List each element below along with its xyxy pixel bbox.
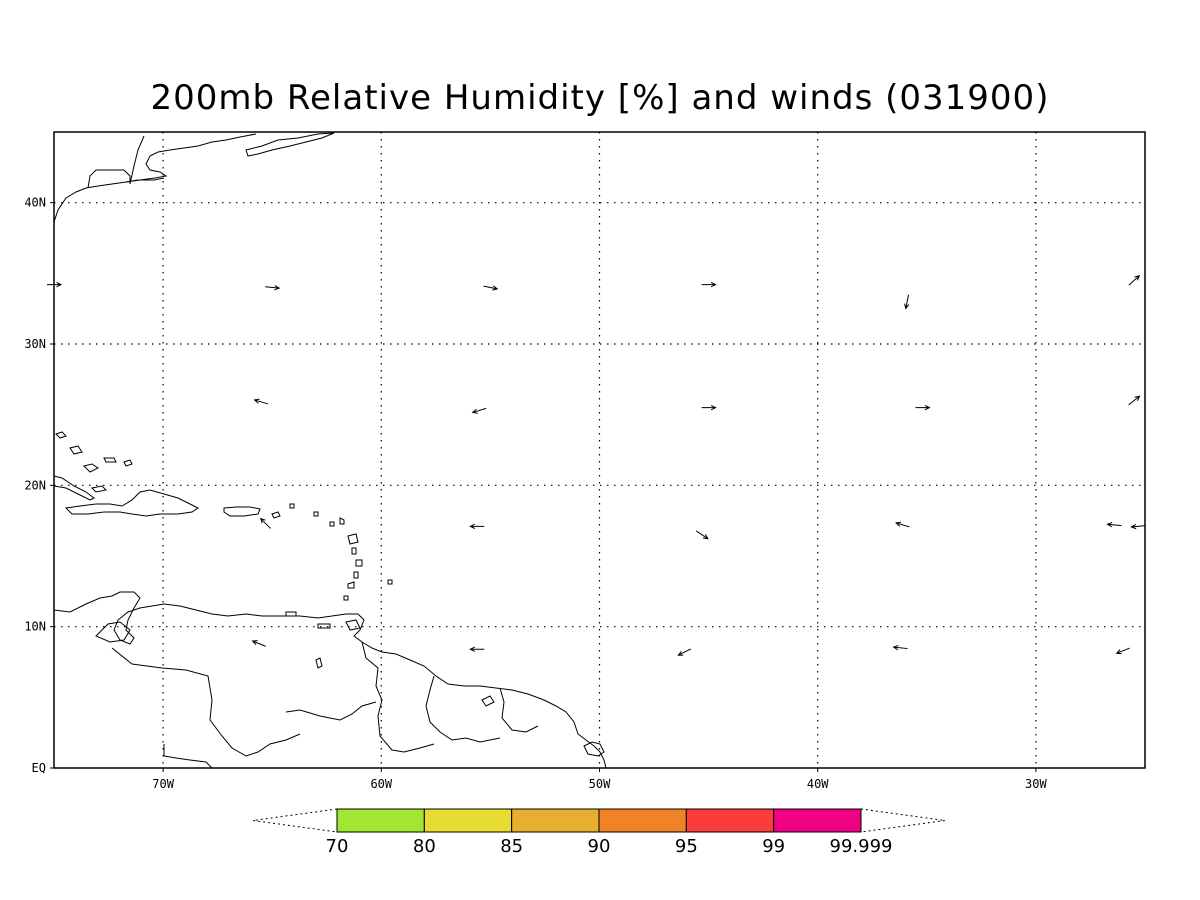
- colorbar-swatch: [423, 808, 513, 833]
- border-venezuela-colombia: [111, 647, 301, 757]
- wind-arrow: [469, 523, 485, 529]
- coastline-lesser-antilles: [271, 503, 393, 617]
- coastline-bahamas-4: [103, 457, 117, 463]
- map-title: 200mb Relative Humidity [%] and winds (0…: [150, 78, 1050, 118]
- wind-arrow: [892, 644, 908, 651]
- coastline-lake-2: [315, 657, 323, 669]
- colorbar-label: 70: [326, 836, 349, 857]
- wind-arrow: [483, 285, 499, 291]
- lat-tick-label: 30N: [24, 337, 46, 351]
- wind-arrow: [1130, 523, 1146, 530]
- map-frame: [53, 131, 1146, 769]
- colorbar-swatch: [773, 808, 862, 833]
- border-venezuela-brazil: [285, 701, 377, 721]
- lat-tick-label: EQ: [32, 761, 46, 775]
- state-border-ny: [87, 169, 131, 189]
- wind-arrow: [695, 530, 709, 540]
- colorbar-swatch: [685, 808, 775, 833]
- wind-arrow: [253, 398, 269, 405]
- coastline-bahamas-2: [69, 445, 83, 455]
- wind-arrow: [1128, 395, 1141, 406]
- coastline-jamaica: [90, 485, 108, 493]
- wind-arrow: [1128, 274, 1141, 286]
- lon-tick-label: 60W: [370, 777, 392, 791]
- wind-arrow: [915, 404, 931, 411]
- coastline-lake: [481, 695, 495, 707]
- lon-tick-label: 70W: [152, 777, 174, 791]
- graticule: [54, 132, 1145, 768]
- coastline-trinidad: [345, 619, 361, 631]
- colorbar-label: 85: [500, 836, 523, 857]
- colorbar-label: 90: [588, 836, 611, 857]
- wind-arrow: [1106, 522, 1122, 528]
- coastline-maracaibo: [95, 621, 131, 643]
- axis-labels: 40N 30N 20N 10N EQ 70W 60W 50W 40W 30W: [24, 196, 1047, 791]
- coastline-nova-scotia: [245, 132, 335, 157]
- colorbar-label: 99: [762, 836, 785, 857]
- colorbar-label: 99.999: [830, 836, 893, 857]
- coastline-north-america: [54, 133, 257, 223]
- lon-tick-label: 40W: [807, 777, 829, 791]
- coastline-marajo: [583, 741, 605, 757]
- wind-arrow: [251, 640, 266, 647]
- colorbar-swatch: [598, 808, 687, 833]
- wind-vectors: [47, 274, 1146, 656]
- colorbar-low-extension: [252, 808, 338, 833]
- lon-tick-label: 50W: [589, 777, 611, 791]
- border-venezuela-guyana: [361, 641, 435, 753]
- coastline-maine: [129, 135, 145, 185]
- wind-arrow: [1115, 647, 1130, 655]
- coastline-turks: [123, 459, 133, 467]
- coastline-cuba: [54, 475, 95, 501]
- lon-tick-label: 30W: [1025, 777, 1047, 791]
- wind-arrow: [677, 648, 692, 656]
- wind-arrow: [701, 404, 717, 411]
- border-brazil-colombia: [163, 744, 213, 768]
- colorbar-swatch: [336, 808, 425, 833]
- coastline-cape-cod: [125, 177, 165, 183]
- colorbar-label: 95: [675, 836, 698, 857]
- coastlines: [54, 132, 607, 768]
- border-guyana-suriname: [425, 675, 501, 743]
- coastline-bahamas-3: [83, 463, 99, 473]
- coastline-hispaniola: [64, 489, 199, 517]
- coastline-puerto-rico: [223, 506, 261, 517]
- colorbar-label: 80: [413, 836, 436, 857]
- lat-tick-label: 10N: [24, 620, 46, 634]
- colorbar-high-extension: [860, 808, 946, 833]
- wind-arrow: [701, 282, 717, 288]
- colorbar: 70 80 85 90 95 99 99.999: [252, 808, 946, 857]
- wind-arrow: [469, 646, 485, 652]
- colorbar-swatch: [511, 808, 600, 833]
- wind-arrow: [471, 407, 487, 414]
- coastline-south-america: [54, 591, 607, 768]
- wind-arrow: [265, 285, 281, 291]
- wind-arrow: [259, 517, 271, 529]
- wind-arrow: [904, 294, 910, 310]
- lat-tick-label: 40N: [24, 196, 46, 210]
- lat-tick-label: 20N: [24, 478, 46, 492]
- coastline-bahamas-1: [55, 431, 67, 439]
- border-suriname-guiana: [499, 687, 539, 733]
- wind-arrow: [894, 521, 910, 528]
- coastline-margarita: [317, 623, 331, 629]
